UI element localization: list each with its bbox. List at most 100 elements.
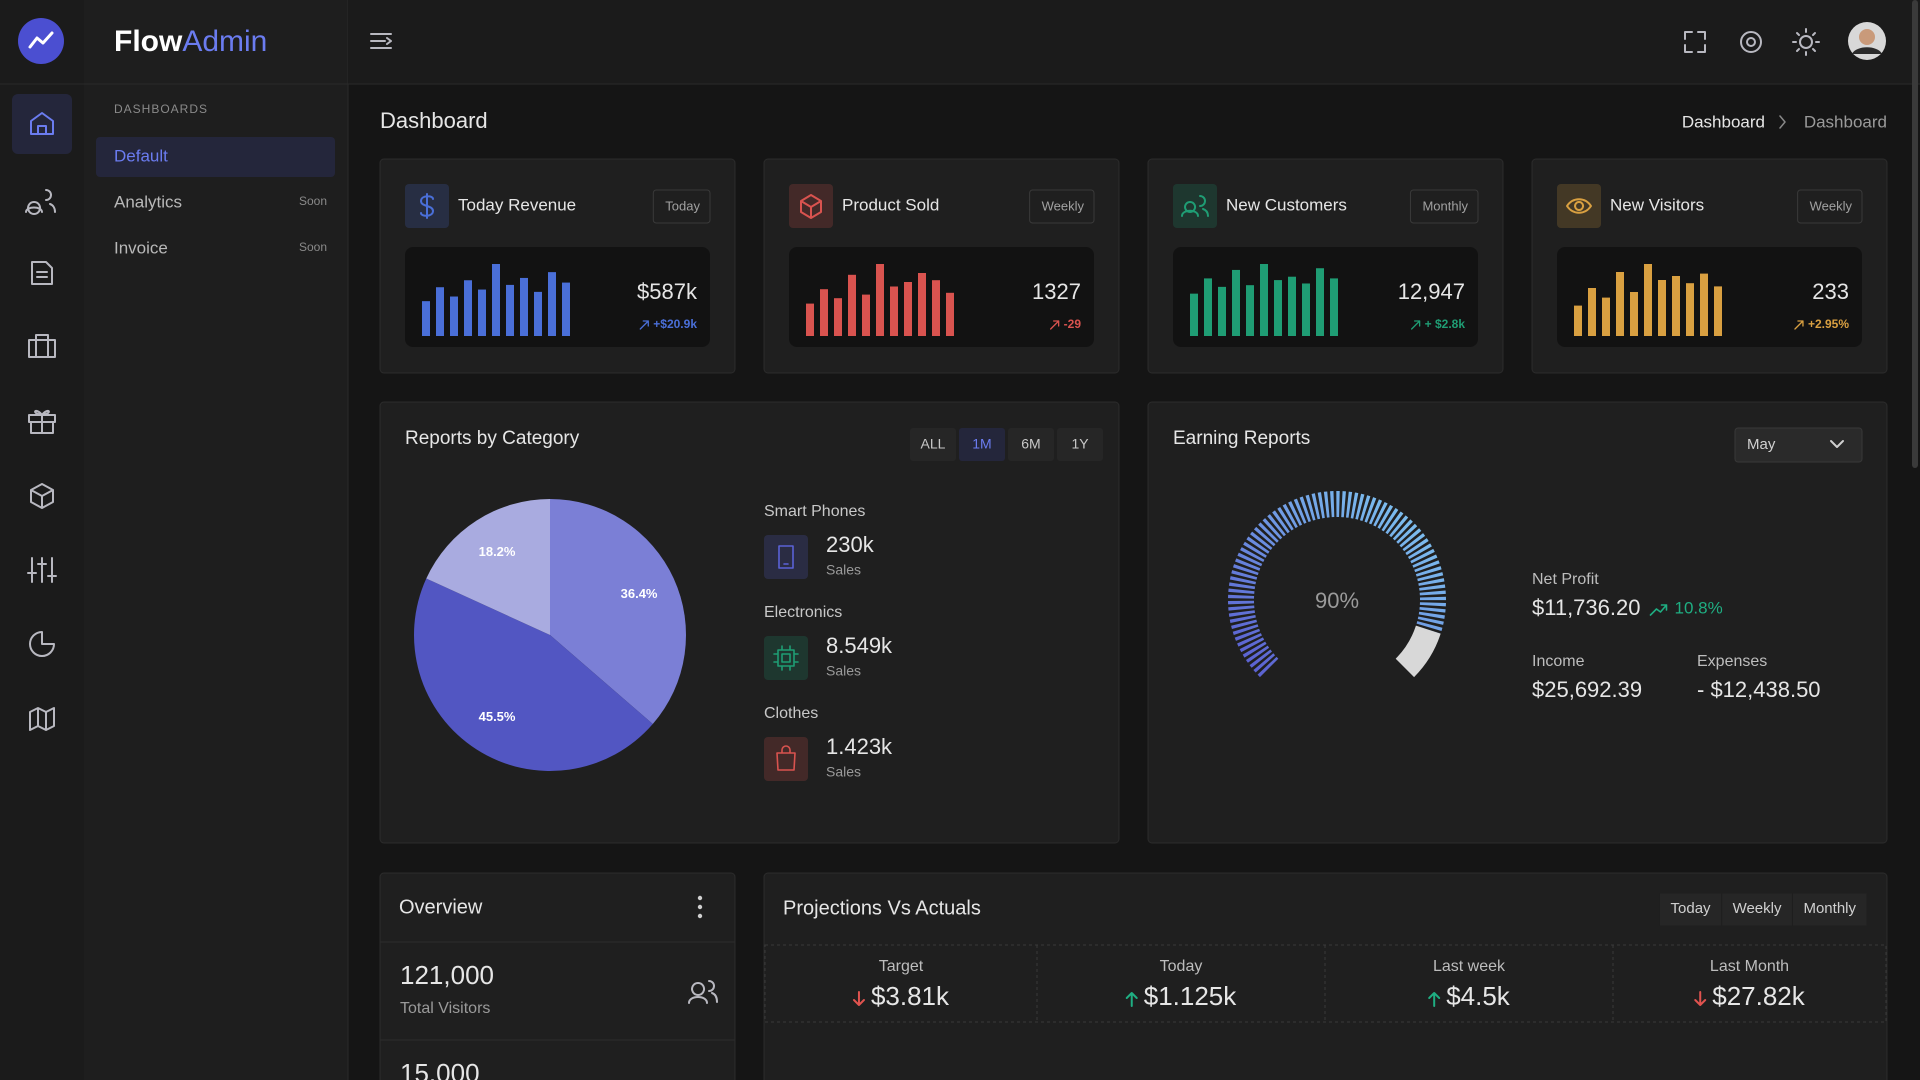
range-button[interactable]	[1008, 428, 1054, 461]
card-title: Projections Vs Actuals	[783, 897, 981, 919]
tab-label[interactable]: Today	[1671, 900, 1712, 917]
mini-bar	[904, 282, 912, 336]
mini-bar	[562, 282, 570, 336]
pie-slice	[550, 499, 686, 725]
overview-label: Total Visitors	[400, 1000, 490, 1017]
period-pill[interactable]	[1029, 189, 1095, 224]
kebab-dot[interactable]	[697, 904, 703, 910]
period-pill[interactable]	[1409, 189, 1479, 224]
menu-toggle[interactable]	[370, 33, 392, 49]
breadcrumb[interactable]: Dashboard	[1682, 112, 1765, 131]
category-glyph	[778, 545, 794, 569]
pie-slice	[413, 578, 653, 772]
card-change: +2.95%	[1808, 317, 1849, 331]
mini-bar	[1190, 293, 1198, 336]
range-button[interactable]	[1057, 428, 1103, 461]
mini-bar	[492, 264, 500, 336]
mini-bar	[946, 292, 954, 336]
brand: FlowAdmin	[114, 25, 267, 58]
mini-bar	[1330, 278, 1338, 336]
nav-badge: Soon	[299, 240, 327, 254]
icon-pie[interactable]	[29, 631, 55, 657]
icon-gift[interactable]	[28, 409, 56, 434]
range-label[interactable]: 1M	[972, 436, 991, 452]
scrollbar	[1912, 0, 1918, 468]
kebab-dot[interactable]	[697, 913, 703, 919]
mini-bar	[890, 286, 898, 336]
range-label[interactable]: 6M	[1021, 436, 1040, 452]
card-title: Reports by Category	[405, 428, 580, 449]
range-button[interactable]	[959, 428, 1005, 461]
mini-bar	[534, 291, 542, 336]
mini-bar	[932, 280, 940, 336]
sidebar	[84, 0, 348, 1080]
select-chevron[interactable]	[1830, 440, 1844, 448]
icon-map[interactable]	[29, 707, 55, 731]
icon-box[interactable]	[30, 483, 54, 509]
period-pill[interactable]	[652, 189, 711, 224]
mini-bar	[1316, 268, 1324, 336]
nav-item[interactable]: Analytics	[114, 192, 182, 211]
gauge-label: 90%	[1315, 588, 1359, 613]
tab[interactable]	[1659, 892, 1723, 927]
settings-button[interactable]	[1740, 31, 1762, 53]
nav-item[interactable]: Default	[114, 146, 168, 165]
tab[interactable]	[1791, 892, 1868, 927]
kebab-dot[interactable]	[697, 895, 703, 901]
projection-value: $3.81k	[871, 981, 950, 1011]
category-icon	[764, 737, 808, 781]
mini-bar	[1602, 297, 1610, 336]
tab-label[interactable]: Monthly	[1803, 900, 1856, 917]
range-button[interactable]	[910, 428, 956, 461]
mini-bar	[820, 289, 828, 336]
nav-item[interactable]: Invoice	[114, 238, 168, 257]
icon-users[interactable]	[25, 189, 56, 215]
period-pill[interactable]	[1797, 189, 1863, 224]
card-title: Overview	[399, 896, 483, 918]
card-title: New Customers	[1226, 195, 1347, 214]
icon-bag[interactable]	[28, 334, 56, 358]
period-label[interactable]: Weekly	[1810, 198, 1853, 213]
card-icon	[800, 194, 822, 219]
month-select[interactable]	[1734, 427, 1863, 463]
mini-bar	[548, 272, 556, 336]
month-select-label[interactable]: May	[1747, 436, 1776, 453]
mini-bar	[464, 280, 472, 336]
category-value: 1.423k	[826, 734, 893, 759]
tab-label[interactable]: Weekly	[1733, 900, 1782, 917]
card-icon	[420, 193, 434, 219]
rail-icons[interactable]	[25, 112, 57, 731]
theme-button[interactable]	[1792, 28, 1820, 56]
period-label[interactable]: Weekly	[1042, 198, 1085, 213]
mini-bar	[520, 277, 528, 336]
period-label[interactable]: Today	[665, 198, 700, 213]
projection-label: Last week	[1433, 958, 1506, 975]
category-unit: Sales	[826, 764, 861, 780]
logo-mark	[28, 31, 54, 49]
mini-bar	[806, 303, 814, 336]
mini-bar	[1260, 264, 1268, 336]
nav-active[interactable]	[96, 137, 335, 177]
mini-bar	[1630, 292, 1638, 336]
avatar[interactable]	[1848, 22, 1886, 60]
page-title: Dashboard	[380, 108, 488, 133]
mini-bar	[1204, 278, 1212, 336]
mini-bar	[1658, 280, 1666, 336]
mini-bar	[436, 287, 444, 336]
icon-doc[interactable]	[31, 261, 53, 285]
brand-first: Flow	[114, 25, 183, 58]
range-label[interactable]: 1Y	[1071, 436, 1089, 452]
category-icon	[764, 636, 808, 680]
range-label[interactable]: ALL	[921, 436, 946, 452]
icon-sliders[interactable]	[27, 557, 57, 583]
icon-home[interactable]	[30, 112, 54, 135]
overview-value: 121,000	[400, 960, 494, 990]
projection-label: Today	[1160, 958, 1203, 975]
rail-active[interactable]	[12, 94, 72, 154]
period-label[interactable]: Monthly	[1422, 198, 1468, 213]
trend-arrow	[852, 991, 865, 1006]
fullscreen-button[interactable]	[1684, 31, 1706, 53]
pie-label: 45.5%	[479, 709, 516, 724]
category-unit: Sales	[826, 562, 861, 578]
